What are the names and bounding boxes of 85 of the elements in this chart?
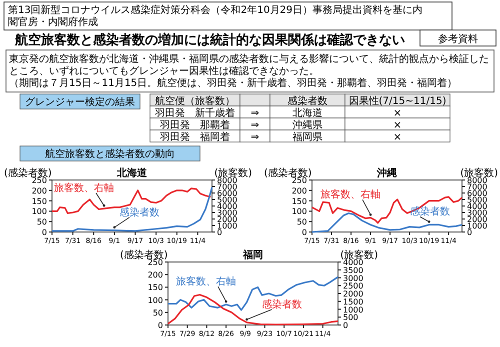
series-label: 感染者数: [262, 298, 302, 310]
text: ×: [393, 132, 402, 143]
y2-tick-label: 1000: [343, 305, 364, 314]
y-tick-label: 250: [292, 176, 307, 185]
text: ⇒: [250, 132, 260, 143]
series-label: 感染者数: [410, 206, 450, 218]
y-tick-label: 50: [36, 218, 47, 227]
y2-tick-label: 7000: [217, 182, 238, 192]
text: 参考資料: [438, 33, 478, 45]
text: グレンジャー検定の結果: [25, 96, 135, 108]
y2-tick-label: 0: [467, 228, 472, 237]
text: 航空旅客数と感染者数の動向: [45, 148, 175, 160]
y2-tick-label: 2000: [343, 290, 364, 298]
text: 沖縄県: [292, 119, 322, 131]
y-tick-label: 150: [148, 283, 163, 292]
text: 北海道: [292, 107, 322, 119]
text: ところ、いずれについてもグレンジャー因果性は確認できなかった。: [9, 65, 319, 77]
y2-tick-label: 8000: [217, 176, 238, 185]
y-tick-label: 150: [292, 196, 307, 206]
y-tick-label: 200: [32, 186, 47, 196]
y2-tick-label: 0: [343, 321, 348, 330]
y2-tick-label: 0: [217, 228, 222, 237]
text: 感染者数: [288, 95, 328, 107]
y-tick-label: 200: [148, 270, 163, 280]
y2-tick-label: 4000: [343, 258, 364, 267]
y2-tick-label: 500: [343, 313, 358, 322]
y-tick-label: 0: [158, 321, 163, 330]
text: ×: [393, 108, 402, 119]
y2-tick-label: 3000: [217, 208, 238, 218]
y2-axis-title: (旅客数): [460, 167, 498, 179]
text: 羽田発 那覇着: [160, 119, 230, 131]
y-tick-label: 200: [292, 186, 307, 196]
text: 東京発の航空旅客数が北海道・沖縄県・福岡県の感染者数に与える影響について、統計的観点から検証した: [9, 53, 489, 65]
text: 第13回新型コロナウイルス感染症対策分科会（令和2年10月29日）事務局提出資料を基に内閣官房・内閣府作成: [8, 4, 423, 28]
y2-tick-label: 3000: [343, 274, 364, 283]
y-tick-label: 100: [148, 296, 163, 305]
y-axis-title: (感染者数): [4, 167, 52, 179]
text: ×: [393, 120, 402, 131]
text: 航空旅客数と感染者数の増加には統計的な因果関係は確認できない: [14, 32, 405, 48]
y2-tick-label: 6000: [217, 189, 238, 198]
y2-tick-label: 5000: [217, 196, 238, 204]
text: 羽田発 新千歳着: [155, 107, 235, 119]
series-label: 旅客数、右軸: [54, 182, 114, 194]
y-tick-label: 0: [42, 228, 47, 237]
series-label: 感染者数: [119, 206, 160, 218]
y-axis-title: (感染者数): [120, 249, 168, 261]
text: 福岡県: [292, 131, 322, 143]
series-label: 旅客数、右軸: [320, 188, 381, 201]
series-label: 旅客数、右軸: [176, 276, 236, 288]
y-tick-label: 250: [32, 176, 47, 185]
text: 因果性(7/15~11/15): [348, 95, 446, 107]
text: 羽田発 福岡着: [160, 131, 230, 143]
y-tick-label: 250: [148, 258, 163, 267]
y2-tick-label: 3000: [467, 208, 488, 218]
y2-tick-label: 4000: [217, 202, 238, 211]
y-tick-label: 150: [32, 196, 47, 206]
y2-tick-label: 5000: [467, 196, 488, 204]
y2-tick-label: 1500: [343, 297, 364, 306]
y2-tick-label: 2000: [217, 215, 238, 224]
text: ⇒: [250, 120, 260, 131]
y-tick-label: 100: [292, 207, 307, 216]
y2-axis-title: (旅客数): [340, 249, 378, 261]
y2-tick-label: 4000: [467, 202, 488, 211]
y2-tick-label: 1000: [217, 222, 238, 230]
text: ⇒: [250, 108, 260, 119]
y2-tick-label: 7000: [467, 182, 488, 192]
chart-title: 沖縄: [376, 167, 397, 179]
y2-tick-label: 2000: [467, 215, 488, 224]
y-tick-label: 50: [296, 218, 307, 227]
line-series: [167, 276, 339, 311]
y2-axis-title: (旅客数): [214, 167, 252, 179]
y-axis-title: (感染者数): [264, 167, 312, 179]
y2-tick-label: 3500: [343, 266, 364, 275]
chart-title: 北海道: [116, 167, 148, 179]
y-tick-label: 0: [302, 228, 307, 237]
y2-tick-label: 6000: [467, 189, 488, 198]
y2-tick-label: 2500: [343, 282, 364, 291]
line-series: [167, 294, 339, 326]
y-tick-label: 50: [152, 308, 163, 318]
y2-tick-label: 1000: [467, 222, 488, 230]
chart-title: 福岡: [242, 249, 263, 261]
y-tick-label: 100: [32, 207, 47, 216]
text: 航空便（旅客数）: [155, 95, 235, 107]
y2-tick-label: 8000: [467, 176, 488, 185]
text: （期間は７月15日～11月15日。航空便は、羽田発・新千歳着、羽田発・那覇着、羽田発・福岡着）: [9, 77, 458, 89]
